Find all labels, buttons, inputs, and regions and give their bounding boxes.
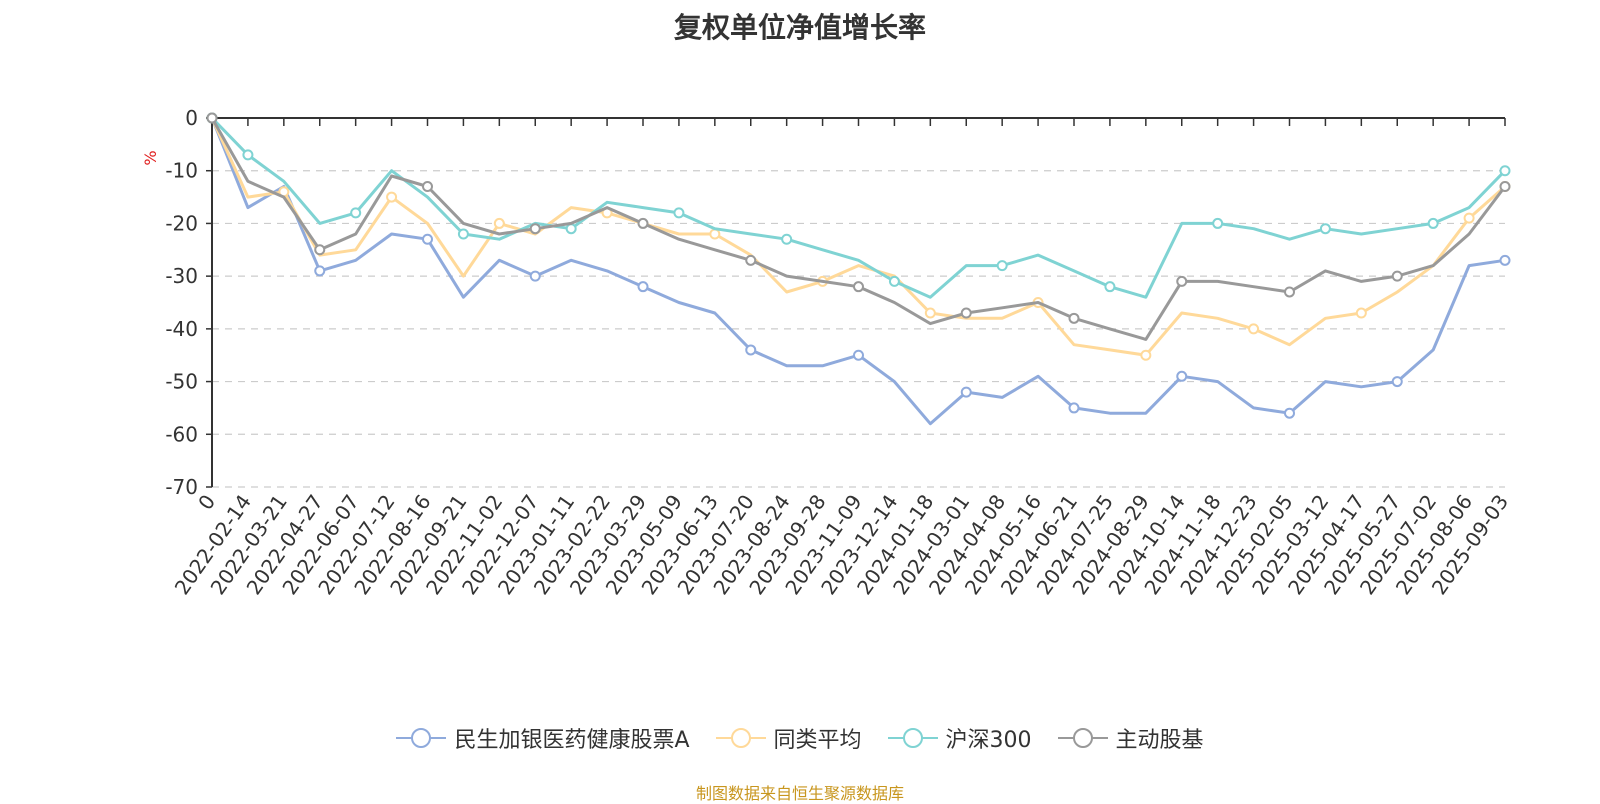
series-line (210, 117, 1506, 426)
data-point (1212, 217, 1224, 229)
y-tick-label: -40 (165, 317, 198, 341)
chart-title: 复权单位净值增长率 (673, 11, 926, 44)
legend-label: 民生加银医药健康股票A (454, 728, 690, 753)
data-point (1319, 223, 1331, 235)
legend-item-active-equity-fund[interactable]: 主动股基 (1057, 722, 1204, 754)
data-point (1499, 181, 1511, 193)
y-tick-label: 0 (185, 106, 198, 130)
legend: 民生加银医药健康股票A 同类平均 沪深300 主动股基 (0, 722, 1600, 754)
legend-label: 沪深300 (945, 728, 1032, 753)
legend-label: 同类平均 (773, 728, 862, 753)
data-point (1140, 349, 1152, 361)
legend-marker-icon (887, 728, 938, 748)
y-tick-label: -60 (165, 422, 198, 446)
data-point (1499, 254, 1511, 266)
data-point (1284, 407, 1295, 419)
data-point (853, 349, 864, 361)
data-point (493, 217, 505, 229)
data-point (350, 207, 362, 219)
legend-item-csi300[interactable]: 沪深300 (887, 722, 1032, 754)
data-point (745, 344, 757, 356)
data-point (386, 191, 398, 203)
data-point (1068, 312, 1080, 324)
legend-label: 主动股基 (1115, 728, 1204, 753)
y-tick-label: -70 (165, 475, 198, 499)
data-point (242, 149, 254, 161)
data-point (1499, 165, 1511, 177)
data-point (1391, 270, 1403, 282)
tick-labels: 0-10-20-30-40-50-60-70%02022-02-142022-0… (141, 106, 1513, 599)
data-point (529, 223, 541, 235)
x-tick-label: 0 (193, 490, 220, 514)
data-point (1355, 307, 1367, 319)
legend-marker-icon (1057, 728, 1108, 748)
series-line (210, 117, 1507, 341)
axes (206, 117, 1506, 488)
data-point (709, 228, 721, 240)
data-point (422, 181, 433, 193)
data-point (637, 281, 649, 293)
data-point (565, 223, 577, 235)
y-axis-unit-label: % (141, 150, 160, 165)
data-point (1068, 402, 1080, 414)
series-line (210, 116, 1507, 299)
data-point (960, 386, 972, 398)
data-point (673, 207, 685, 219)
data-point (1176, 275, 1188, 287)
legend-marker-icon (715, 728, 766, 748)
data-point (996, 260, 1008, 272)
y-tick-label: -30 (165, 264, 198, 288)
y-tick-label: -10 (165, 159, 198, 183)
data-point (888, 275, 900, 287)
data-point (1391, 376, 1403, 388)
data-point (1176, 370, 1188, 382)
data-point (422, 233, 433, 245)
data-point (1427, 217, 1439, 229)
data-point (206, 112, 218, 124)
source-note: 制图数据来自恒生聚源数据库 (695, 784, 904, 803)
data-point (745, 254, 757, 266)
data-point (1284, 286, 1295, 298)
data-point (924, 307, 936, 319)
data-point (781, 233, 793, 245)
data-point (1104, 281, 1116, 293)
data-point (853, 281, 864, 293)
series-lines (206, 112, 1511, 426)
legend-item-peer-average[interactable]: 同类平均 (715, 722, 862, 754)
y-tick-label: -20 (165, 211, 198, 235)
series-line (210, 117, 1506, 357)
data-point (457, 228, 469, 240)
data-point (314, 244, 326, 256)
data-point (637, 217, 649, 229)
data-point (960, 307, 972, 319)
line-chart: 0-10-20-30-40-50-60-70%02022-02-142022-0… (141, 106, 1513, 599)
data-point (1248, 323, 1260, 335)
data-point (1463, 212, 1475, 224)
legend-item-fund[interactable]: 民生加银医药健康股票A (396, 722, 690, 754)
data-point (529, 270, 541, 282)
legend-marker-icon (396, 728, 447, 748)
y-tick-label: -50 (165, 370, 198, 394)
data-point (314, 265, 326, 277)
